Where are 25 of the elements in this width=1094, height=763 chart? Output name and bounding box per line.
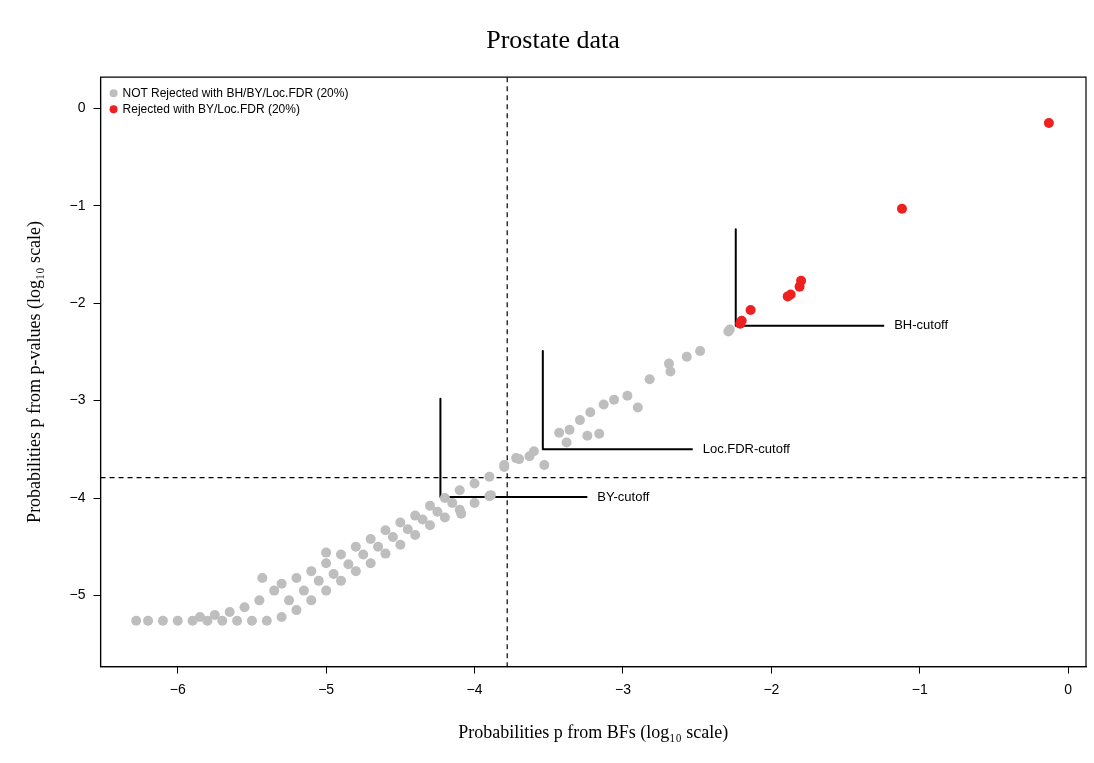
x-tick-label: −2 xyxy=(763,680,780,697)
point xyxy=(1043,117,1054,128)
x-tick-label: −5 xyxy=(318,680,335,697)
legend-label: Rejected with BY/Loc.FDR (20%) xyxy=(122,101,300,116)
y-tick-label: −1 xyxy=(69,196,86,213)
y-axis-title: Probabilities p from p-values (log₁₀ scale) xyxy=(23,220,45,523)
point xyxy=(896,203,907,214)
x-tick-label: −6 xyxy=(169,680,186,697)
y-tick-label: −5 xyxy=(69,586,86,603)
legend-label: NOT Rejected with BH/BY/Loc.FDR (20%) xyxy=(122,85,349,100)
annotation: BH-cutoff xyxy=(894,317,949,333)
y-tick-label: −3 xyxy=(69,391,86,408)
y-tick-label: −2 xyxy=(69,294,86,311)
x-axis-title: Probabilities p from BFs (log₁₀ scale) xyxy=(458,721,729,743)
annotation: BY-cutoff xyxy=(597,488,650,504)
x-tick-label: −4 xyxy=(466,680,483,697)
y-tick-label: −4 xyxy=(69,488,86,505)
point xyxy=(745,305,756,316)
x-tick-label: −1 xyxy=(911,680,928,697)
y-tick-label: 0 xyxy=(77,99,86,116)
annotation: Loc.FDR-cutoff xyxy=(702,440,791,456)
x-tick-label: 0 xyxy=(1064,680,1073,697)
point xyxy=(794,281,805,292)
chart-title: Prostate data xyxy=(486,25,621,55)
x-tick-label: −3 xyxy=(614,680,632,697)
